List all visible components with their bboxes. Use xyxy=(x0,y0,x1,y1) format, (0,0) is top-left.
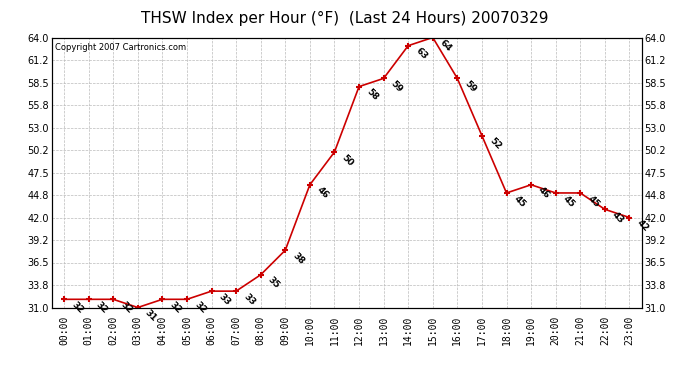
Text: 35: 35 xyxy=(266,276,282,291)
Text: 64: 64 xyxy=(438,38,453,53)
Text: THSW Index per Hour (°F)  (Last 24 Hours) 20070329: THSW Index per Hour (°F) (Last 24 Hours)… xyxy=(141,11,549,26)
Text: 46: 46 xyxy=(315,185,331,201)
Text: 50: 50 xyxy=(340,153,355,168)
Text: 32: 32 xyxy=(119,300,134,315)
Text: 32: 32 xyxy=(94,300,110,315)
Text: 52: 52 xyxy=(487,136,503,152)
Text: 46: 46 xyxy=(537,185,552,201)
Text: 45: 45 xyxy=(512,194,527,209)
Text: Copyright 2007 Cartronics.com: Copyright 2007 Cartronics.com xyxy=(55,43,186,52)
Text: 63: 63 xyxy=(414,46,429,62)
Text: 59: 59 xyxy=(389,79,404,94)
Text: 32: 32 xyxy=(168,300,183,315)
Text: 59: 59 xyxy=(463,79,478,94)
Text: 32: 32 xyxy=(193,300,208,315)
Text: 33: 33 xyxy=(217,292,233,307)
Text: 38: 38 xyxy=(290,251,306,266)
Text: 45: 45 xyxy=(561,194,577,209)
Text: 42: 42 xyxy=(635,218,650,233)
Text: 45: 45 xyxy=(586,194,601,209)
Text: 58: 58 xyxy=(364,87,380,102)
Text: 43: 43 xyxy=(611,210,626,225)
Text: 33: 33 xyxy=(241,292,257,307)
Text: 32: 32 xyxy=(70,300,85,315)
Text: 31: 31 xyxy=(144,308,159,323)
